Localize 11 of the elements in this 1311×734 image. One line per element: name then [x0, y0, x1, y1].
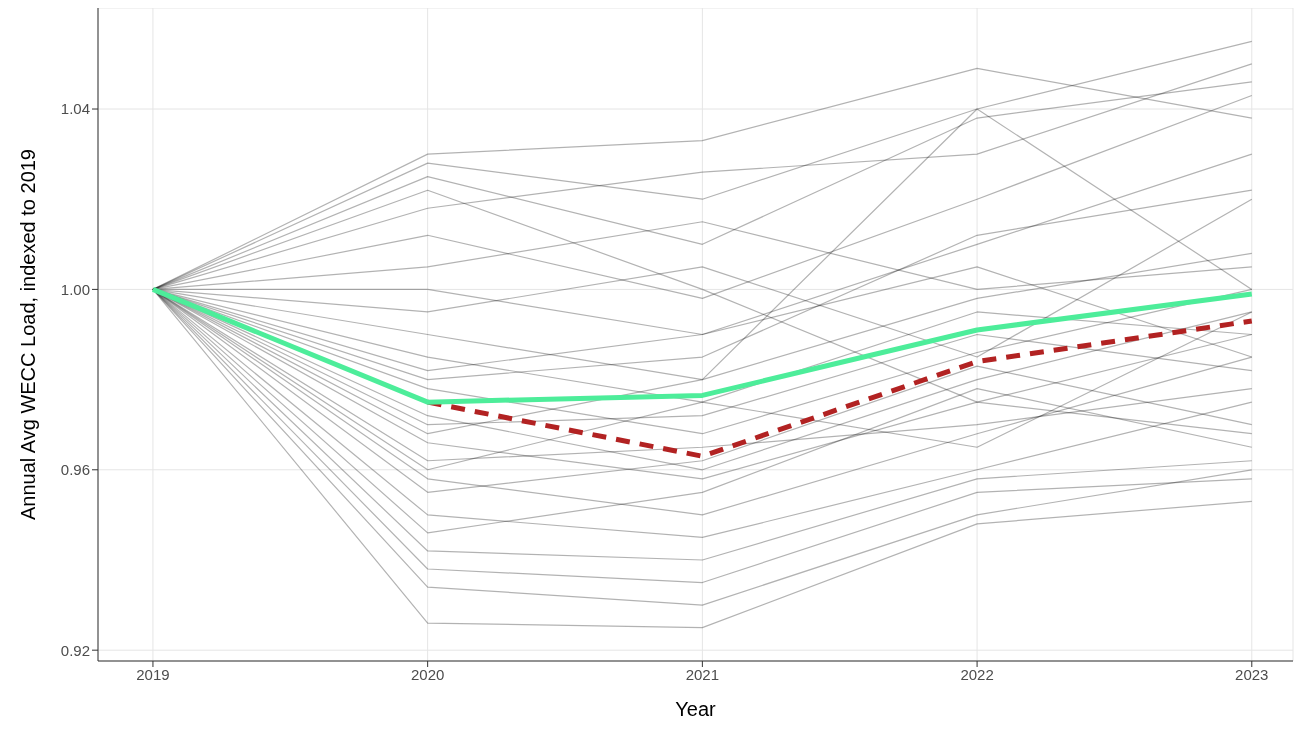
x-tick-label: 2021 [685, 665, 720, 683]
x-tick-label: 2023 [1235, 665, 1269, 683]
y-tick-label: 1.04 [60, 100, 90, 118]
x-tick-label: 2020 [410, 665, 445, 683]
x-axis-title: Year [675, 698, 717, 720]
y-tick-label: 1.00 [60, 280, 90, 298]
x-tick-label: 2022 [960, 665, 994, 683]
y-tick-label: 0.96 [60, 461, 90, 479]
y-tick-label: 0.92 [60, 641, 90, 659]
x-tick-label: 2019 [136, 665, 170, 683]
y-axis-title: Annual Avg WECC Load, indexed to 2019 [17, 149, 40, 520]
